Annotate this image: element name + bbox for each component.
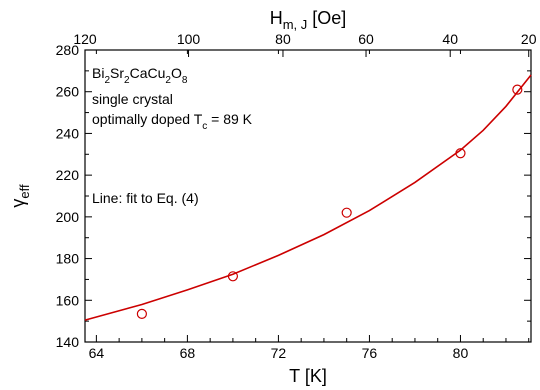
x-axis-title: T [K] (289, 366, 327, 386)
top-tick-label: 100 (177, 31, 201, 47)
text-run: CaCu (130, 65, 166, 81)
y-tick-label: 280 (56, 42, 80, 58)
y-tick-label: 140 (56, 334, 80, 350)
top-tick-label: 40 (442, 31, 458, 47)
y-tick-label: 180 (56, 251, 80, 267)
text-run: Bi (92, 65, 104, 81)
annotation-sample: single crystal (92, 91, 173, 107)
minor-ticks (85, 70, 531, 342)
fit-line (84, 74, 532, 321)
top-axis-title-unit: [Oe] (307, 8, 346, 28)
x-tick-label: 64 (89, 345, 105, 361)
y-axis-title-sub: eff (17, 184, 32, 199)
data-point (341, 207, 352, 218)
top-tick-label: 80 (275, 31, 291, 47)
top-x-axis: 120 100 80 60 40 20 (73, 31, 537, 57)
text-run: O (171, 65, 182, 81)
bottom-x-axis: 64 68 72 76 80 (89, 50, 469, 361)
annotation-doping: optimally doped Tc = 89 K (92, 111, 253, 132)
y-axis: 140 160 180 200 220 240 260 280 (56, 42, 531, 350)
y-tick-label: 160 (56, 292, 80, 308)
y-tick-label: 200 (56, 209, 80, 225)
x-tick-label: 68 (180, 345, 196, 361)
x-tick-label: 80 (453, 345, 469, 361)
x-tick-label: 76 (362, 345, 378, 361)
y-tick-label: 260 (56, 84, 80, 100)
subscript: 2 (104, 75, 110, 86)
top-axis-title-sub: m, J (283, 17, 308, 32)
x-tick-label: 72 (271, 345, 287, 361)
data-point (136, 308, 147, 319)
y-tick-label: 240 (56, 125, 80, 141)
y-tick-label: 220 (56, 167, 80, 183)
top-tick-label: 20 (521, 31, 537, 47)
text-run: Sr (110, 65, 124, 81)
series-layer (84, 74, 532, 321)
y-axis-title: γeff (8, 184, 32, 208)
data-point (512, 84, 523, 95)
subscript: c (202, 121, 207, 132)
text-run: = 89 K (207, 111, 252, 127)
y-axis-title-main: γ (8, 199, 28, 208)
annotation-material: Bi2Sr2CaCu2O8 (92, 65, 188, 86)
top-axis-title: Hm, J [Oe] (270, 8, 347, 32)
top-tick-label: 120 (73, 31, 97, 47)
subscript: 8 (182, 75, 188, 86)
text-run: optimally doped T (92, 111, 203, 127)
subscript: 2 (165, 75, 171, 86)
annotation-fit-note: Line: fit to Eq. (4) (92, 190, 199, 206)
subscript: 2 (124, 75, 130, 86)
top-tick-label: 60 (358, 31, 374, 47)
top-axis-title-main: H (270, 8, 283, 28)
